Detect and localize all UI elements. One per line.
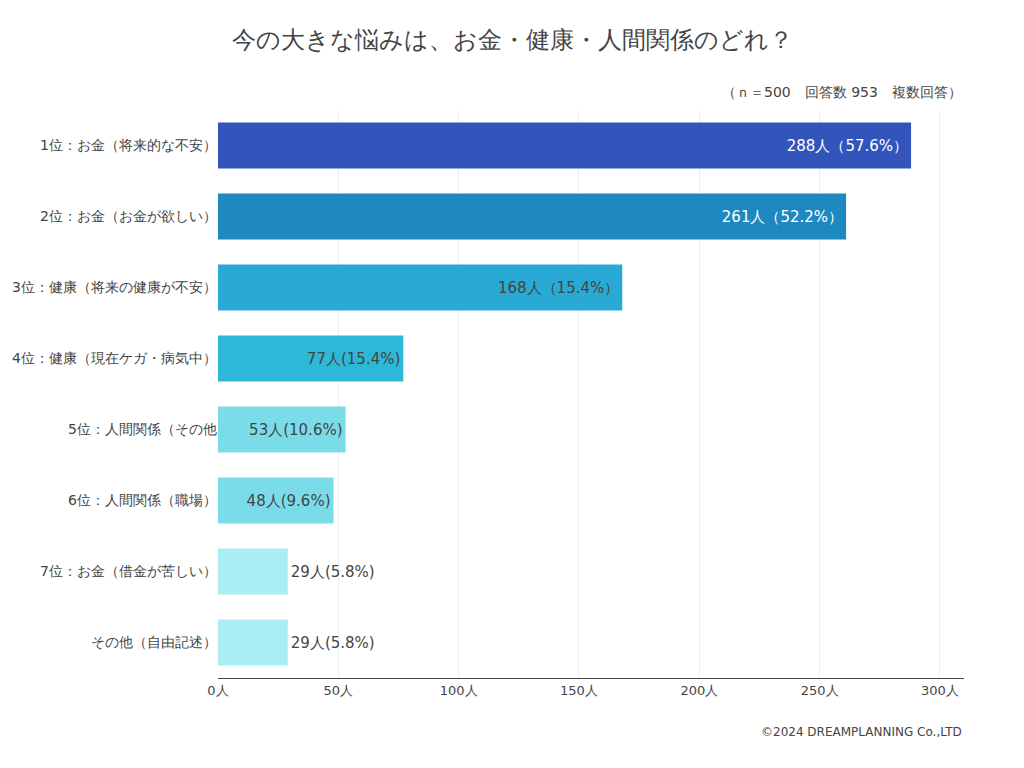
svg-text:7位：お金（借金が苦しい）: 7位：お金（借金が苦しい）	[40, 563, 217, 579]
svg-text:（ｎ＝500 回答数 953 複数回答）: （ｎ＝500 回答数 953 複数回答）	[722, 84, 962, 100]
svg-text:2位：お金（お金が欲しい）: 2位：お金（お金が欲しい）	[40, 208, 217, 224]
svg-text:4位：健康（現在ケガ・病気中）: 4位：健康（現在ケガ・病気中）	[12, 350, 217, 366]
svg-text:288人（57.6%）: 288人（57.6%）	[787, 137, 908, 155]
svg-text:1位：お金（将来的な不安）: 1位：お金（将来的な不安）	[40, 137, 217, 153]
svg-text:50人: 50人	[324, 683, 354, 698]
svg-text:77人(15.4%): 77人(15.4%)	[307, 350, 400, 368]
svg-text:300人: 300人	[921, 683, 959, 698]
svg-text:0人: 0人	[207, 683, 228, 698]
svg-text:3位：健康（将来の健康が不安）: 3位：健康（将来の健康が不安）	[12, 279, 217, 295]
svg-text:今の大きな悩みは、お金・健康・人間関係のどれ？: 今の大きな悩みは、お金・健康・人間関係のどれ？	[232, 26, 793, 54]
svg-text:6位：人間関係（職場）: 6位：人間関係（職場）	[68, 492, 217, 508]
svg-text:48人(9.6%): 48人(9.6%)	[247, 492, 331, 510]
svg-text:5位：人間関係（その他: 5位：人間関係（その他	[68, 421, 217, 437]
svg-text:261人（52.2%）: 261人（52.2%）	[722, 208, 843, 226]
svg-text:29人(5.8%): 29人(5.8%)	[291, 634, 375, 652]
svg-text:200人: 200人	[680, 683, 718, 698]
svg-text:150人: 150人	[560, 683, 598, 698]
svg-text:©2024 DREAMPLANNING Co.,LTD: ©2024 DREAMPLANNING Co.,LTD	[761, 725, 962, 739]
svg-text:168人（15.4%）: 168人（15.4%）	[498, 279, 619, 297]
svg-text:53人(10.6%): 53人(10.6%)	[249, 421, 342, 439]
svg-text:250人: 250人	[801, 683, 839, 698]
svg-text:その他（自由記述）: その他（自由記述）	[91, 634, 217, 650]
svg-text:29人(5.8%): 29人(5.8%)	[291, 563, 375, 581]
svg-text:100人: 100人	[440, 683, 478, 698]
